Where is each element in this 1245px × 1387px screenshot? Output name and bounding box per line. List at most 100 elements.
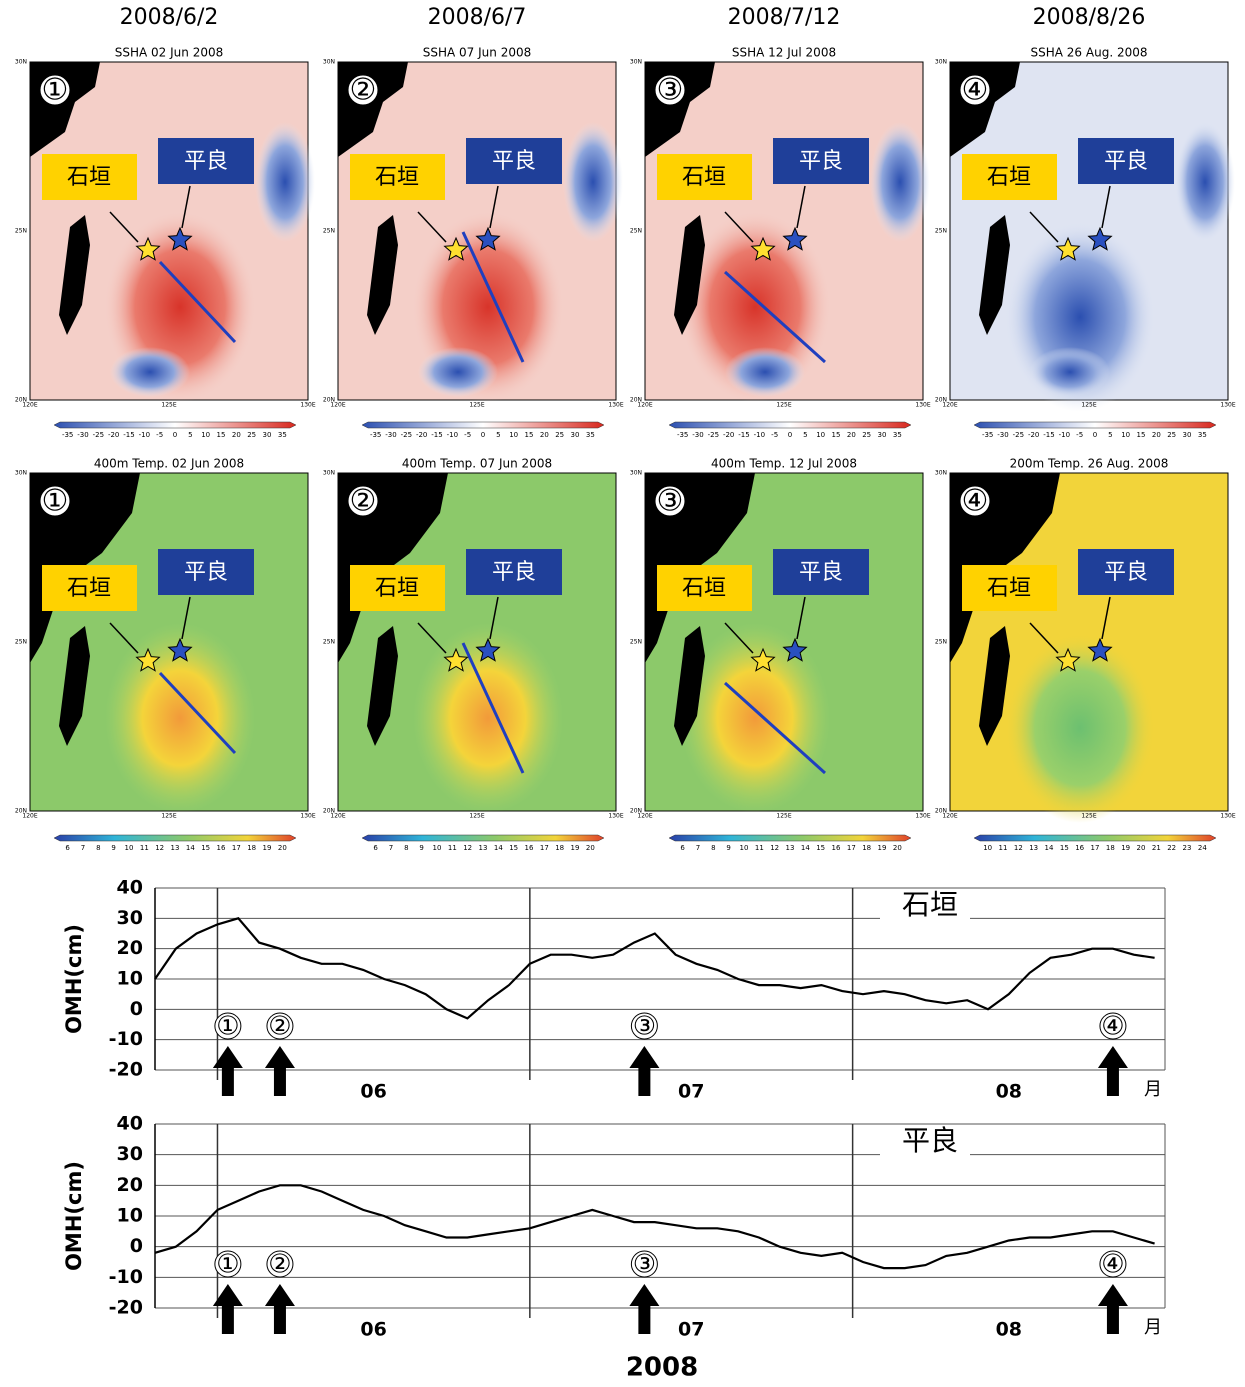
lon-label: 130E	[608, 813, 623, 820]
y-axis-label: OMH(cm)	[62, 924, 86, 1034]
colorbar-tick-label: -10	[139, 431, 150, 439]
lon-label: 120E	[637, 402, 652, 409]
map-title: 400m Temp. 02 Jun 2008	[94, 457, 244, 471]
hirara-star	[475, 637, 501, 662]
lat-label: 20N	[935, 397, 947, 404]
pointer	[1029, 211, 1059, 243]
colorbar-tick-label: 16	[1075, 844, 1084, 852]
colorbar-tick-label: 20	[540, 431, 549, 439]
lat-label: 20N	[935, 808, 947, 815]
y-tick-label: 30	[117, 1143, 143, 1165]
hirara-label: 平良	[492, 149, 536, 174]
pointer	[724, 211, 754, 243]
eddy-secondary	[110, 347, 190, 397]
land	[59, 215, 90, 335]
lat-label: 25N	[935, 228, 947, 235]
lon-label: 130E	[915, 402, 930, 409]
land	[979, 215, 1010, 335]
colorbar-tick-label: 25	[862, 431, 871, 439]
colorbar-tick-label: 13	[786, 844, 795, 852]
annotation-bg	[630, 1250, 658, 1278]
colorbar-tick-label: 10	[983, 844, 992, 852]
lat-label: 25N	[15, 639, 27, 646]
panel-number-bg	[959, 485, 991, 517]
colorbar-tick-label: 30	[1183, 431, 1192, 439]
hirara-label: 平良	[1104, 560, 1148, 585]
colorbar-tick-label: -25	[708, 431, 719, 439]
pointer	[796, 185, 806, 229]
hirara-label: 平良	[184, 149, 228, 174]
lat-label: 25N	[15, 228, 27, 235]
colorbar-tick-label: 10	[1121, 431, 1130, 439]
colorbar-tick-label: -20	[108, 431, 119, 439]
colorbar	[361, 421, 605, 429]
panel-number: ①	[42, 484, 69, 519]
month-label: 06	[360, 1319, 386, 1341]
lon-label: 120E	[637, 813, 652, 820]
ishigaki-box	[962, 565, 1057, 611]
annotation: ②	[268, 1250, 291, 1280]
month-unit: 月	[1144, 1317, 1162, 1338]
map-panel	[644, 472, 924, 842]
colorbar-tick-label: 20	[1152, 431, 1161, 439]
colorbar-tick-label: -15	[738, 431, 749, 439]
date-header: 2008/8/26	[1033, 5, 1146, 30]
colorbar-tick-label: 16	[832, 844, 841, 852]
colorbar-tick-label: 30	[571, 431, 580, 439]
colorbar-tick-label: -35	[370, 431, 381, 439]
colorbar-tick-label: 8	[96, 844, 100, 852]
ishigaki-box	[657, 565, 752, 611]
hirara-star	[782, 637, 808, 662]
colorbar-tick-label: 9	[726, 844, 730, 852]
panel-number-bg	[959, 74, 991, 106]
ishigaki-label: 石垣	[67, 165, 111, 190]
colorbar-tick-label: 20	[586, 844, 595, 852]
colorbar-tick-label: 20	[232, 431, 241, 439]
map-title: SSHA 07 Jun 2008	[423, 46, 531, 60]
panel-number: ③	[657, 73, 684, 108]
pointer	[1101, 596, 1111, 640]
date-header: 2008/6/7	[428, 5, 527, 30]
land	[674, 626, 705, 746]
hirara-box	[1078, 138, 1174, 184]
colorbar-tick-label: 13	[479, 844, 488, 852]
lon-label: 130E	[300, 402, 315, 409]
annotation: ①	[216, 1012, 239, 1042]
section-line	[723, 270, 827, 364]
lat-label: 25N	[323, 639, 335, 646]
lon-label: 120E	[22, 402, 37, 409]
month-label: 08	[996, 1081, 1022, 1103]
lat-label: 20N	[630, 397, 642, 404]
colorbar-tick-label: 12	[1014, 844, 1023, 852]
pointer	[489, 185, 499, 229]
hirara-label: 平良	[184, 560, 228, 585]
ishigaki-box	[42, 154, 137, 200]
lat-label: 25N	[630, 639, 642, 646]
hirara-label: 平良	[799, 560, 843, 585]
colorbar-tick-label: 12	[463, 844, 472, 852]
hirara-star	[475, 226, 501, 251]
section-line	[461, 642, 525, 774]
colorbar-tick-label: 8	[404, 844, 408, 852]
ishigaki-star	[135, 236, 161, 261]
ishigaki-box	[657, 154, 752, 200]
ishigaki-star	[1055, 236, 1081, 261]
colorbar-tick-label: -30	[77, 431, 88, 439]
pointer	[181, 596, 191, 640]
annotation-bg	[266, 1012, 294, 1040]
lon-label: 125E	[161, 813, 176, 820]
date-header: 2008/7/12	[728, 5, 841, 30]
colorbar-tick-label: 14	[494, 844, 503, 852]
colorbar-tick-label: 18	[862, 844, 871, 852]
ishigaki-box	[962, 154, 1057, 200]
annotation-bg	[630, 1012, 658, 1040]
data-line	[154, 1184, 1155, 1270]
colorbar-tick-label: -10	[754, 431, 765, 439]
colorbar-tick-label: -25	[401, 431, 412, 439]
colorbar-tick-label: 15	[1060, 844, 1069, 852]
annotation: ③	[633, 1012, 656, 1042]
panel-number: ①	[42, 73, 69, 108]
lat-label: 30N	[15, 470, 27, 477]
ishigaki-star	[443, 236, 469, 261]
panel-number-bg	[347, 74, 379, 106]
